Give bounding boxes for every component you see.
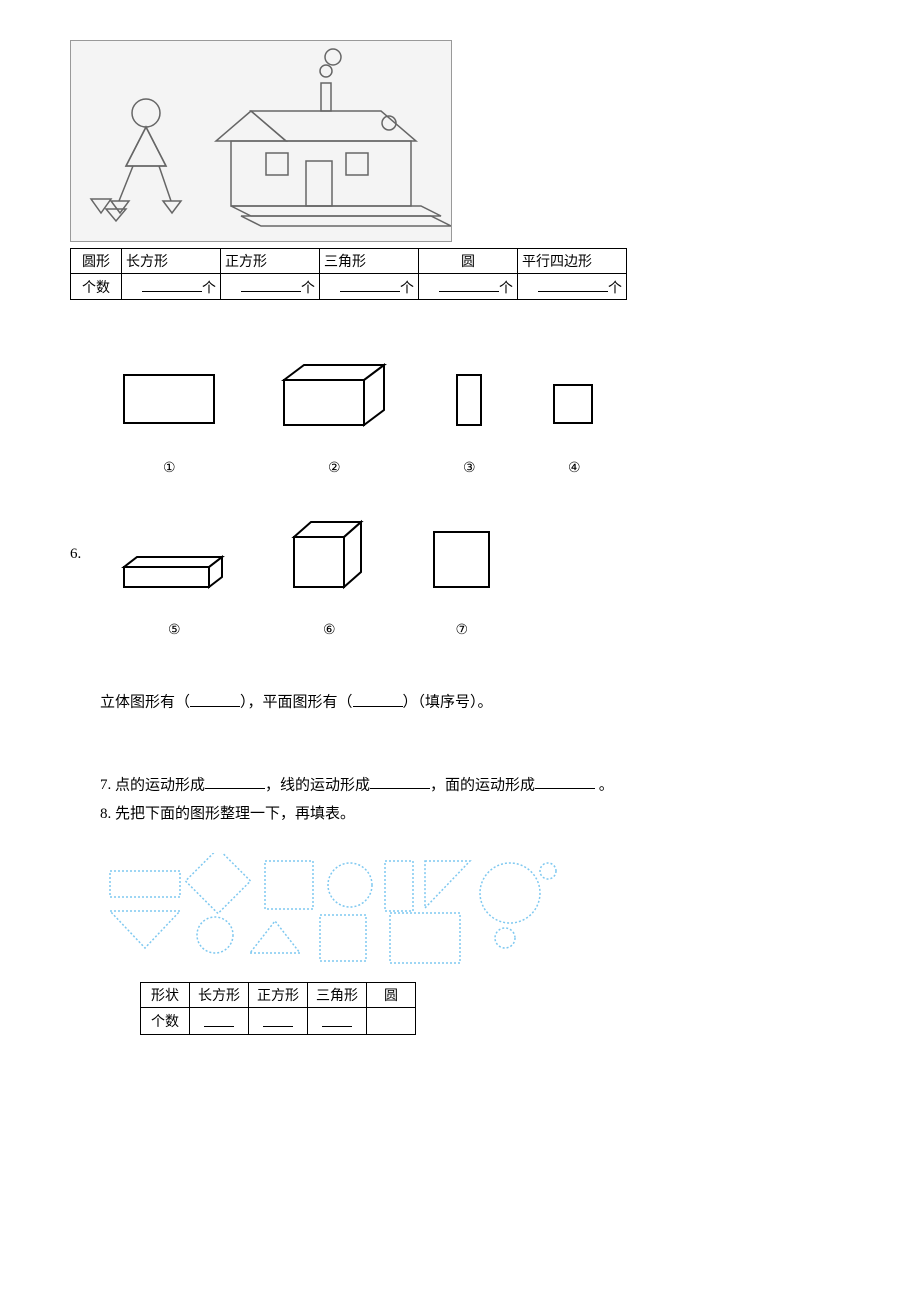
shape-count-table-1: 圆形 长方形 正方形 三角形 圆 平行四边形 个数 个 个 个 个 个 [70,248,627,300]
q7-blank-1[interactable] [205,772,265,790]
t1-blank-5[interactable]: 个 [518,274,627,300]
q7-blank-2[interactable] [370,772,430,790]
t1-blank-2[interactable]: 个 [221,274,320,300]
q6-label-3: ③ [463,460,476,477]
blue-circle-big [480,863,540,923]
blue-circle-tiny-1 [540,863,556,879]
q6-row-1: ① ② ③ [119,360,599,477]
t1-blank-1[interactable]: 个 [122,274,221,300]
t1-h-4: 三角形 [320,249,419,274]
t1-h-3: 正方形 [221,249,320,274]
q7-blank-3[interactable] [535,772,595,790]
blue-rect-1 [110,871,180,897]
t1-h-6: 平行四边形 [518,249,627,274]
q6-label-1: ① [163,460,176,477]
t2-h-3: 正方形 [249,983,308,1008]
q6-question-text: 立体图形有（），平面图形有（）（填序号）。 [100,689,850,712]
q6-number: 6. [70,546,81,563]
q8-number: 8. [100,806,111,823]
t2-h-1: 形状 [141,983,190,1008]
blue-circle-tiny-2 [495,928,515,948]
blue-circle-2 [197,917,233,953]
t2-h-4: 三角形 [308,983,367,1008]
blue-shapes-panel [100,853,850,978]
shape-2-cuboid [279,360,389,430]
t2-blank-4[interactable] [367,1008,416,1034]
t1-h-2: 长方形 [122,249,221,274]
q7-t1: 点的运动形成 [115,777,205,793]
shape-7-square [429,527,494,592]
blue-triangle-right [425,861,470,908]
q6-label-7: ⑦ [455,622,468,639]
shapes-house-illustration [70,40,452,242]
blue-rect-tall [385,861,413,911]
shape-count-table-2: 形状 长方形 正方形 三角形 圆 个数 [140,982,416,1034]
blue-square-tilted [185,853,250,914]
t2-blank-3[interactable] [308,1008,367,1034]
t2-r2-label: 个数 [141,1008,190,1034]
q6-blank-2[interactable] [353,689,403,707]
q6-label-5: ⑤ [168,622,181,639]
t2-blank-1[interactable] [190,1008,249,1034]
blue-triangle-up [250,921,300,953]
t1-h-1: 圆形 [71,249,122,274]
t2-h-2: 长方形 [190,983,249,1008]
blue-rect-2 [390,913,460,963]
q6-label-6: ⑥ [323,622,336,639]
shape-3-tall-rect [449,370,489,430]
q6-row-2: ⑤ ⑥ ⑦ [119,517,599,639]
q7-t2: ，线的运动形成 [265,777,370,793]
blue-circle-1 [328,863,372,907]
q7-t4: 。 [595,777,614,793]
q6-label-2: ② [328,460,341,477]
q7-t3: ，面的运动形成 [430,777,535,793]
blue-square-1 [265,861,313,909]
blue-shapes-svg [100,853,620,973]
q6-section: 6. ① ② [70,360,850,712]
t1-h-5: 圆 [419,249,518,274]
blue-square-2 [320,915,366,961]
house-person-svg [71,41,451,241]
shape-5-long-cuboid [119,552,229,592]
t2-h-5: 圆 [367,983,416,1008]
t1-r2-label: 个数 [71,274,122,300]
t1-blank-4[interactable]: 个 [419,274,518,300]
blue-triangle-down [110,911,180,948]
q8-line: 8. 先把下面的图形整理一下，再填表。 [100,802,850,823]
q6-blank-1[interactable] [190,689,240,707]
shape-6-cube [289,517,369,592]
t1-blank-3[interactable]: 个 [320,274,419,300]
shape-4-square [549,380,599,430]
shape-1-rectangle [119,370,219,430]
q8-text: 先把下面的图形整理一下，再填表。 [115,806,355,822]
t2-blank-2[interactable] [249,1008,308,1034]
q7-line: 7. 点的运动形成 ，线的运动形成 ，面的运动形成 。 [100,772,850,795]
q6-label-4: ④ [568,460,581,477]
q7-number: 7. [100,777,111,794]
